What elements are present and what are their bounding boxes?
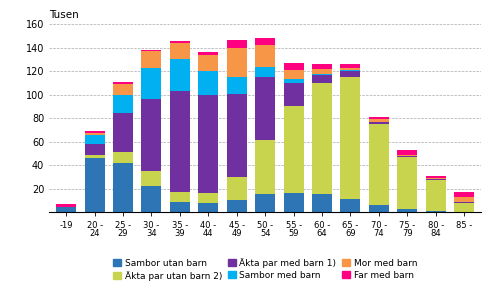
Bar	[227, 94, 246, 177]
Bar	[227, 77, 246, 94]
Bar	[426, 180, 446, 211]
Bar	[198, 193, 218, 203]
Bar	[170, 59, 190, 91]
Bar	[113, 84, 133, 95]
Bar	[312, 83, 332, 195]
Bar	[84, 135, 105, 144]
Bar	[141, 50, 162, 51]
Bar	[170, 91, 190, 192]
Bar	[284, 79, 303, 83]
Bar	[340, 199, 360, 212]
Bar	[141, 68, 162, 99]
Bar	[397, 155, 417, 156]
Bar	[84, 144, 105, 155]
Bar	[369, 119, 389, 122]
Bar	[312, 69, 332, 74]
Bar	[340, 77, 360, 199]
Bar	[141, 186, 162, 212]
Bar	[198, 95, 218, 193]
Bar	[84, 155, 105, 158]
Bar	[312, 75, 332, 83]
Bar	[397, 208, 417, 212]
Bar	[255, 38, 275, 45]
Bar	[284, 63, 303, 70]
Bar	[340, 64, 360, 68]
Bar	[397, 156, 417, 157]
Bar	[255, 45, 275, 67]
Bar	[198, 71, 218, 95]
Bar	[84, 131, 105, 133]
Bar	[141, 99, 162, 171]
Bar	[170, 201, 190, 212]
Bar	[170, 43, 190, 59]
Bar	[198, 52, 218, 55]
Bar	[170, 192, 190, 201]
Bar	[141, 171, 162, 186]
Bar	[454, 192, 474, 197]
Bar	[312, 64, 332, 69]
Bar	[426, 211, 446, 212]
Bar	[255, 77, 275, 141]
Bar	[340, 70, 360, 71]
Bar	[113, 95, 133, 113]
Bar	[84, 158, 105, 212]
Bar	[227, 200, 246, 212]
Bar	[227, 48, 246, 77]
Bar	[84, 133, 105, 135]
Bar	[369, 122, 389, 124]
Bar	[454, 203, 474, 212]
Bar	[113, 82, 133, 84]
Bar	[113, 113, 133, 152]
Bar	[170, 41, 190, 43]
Bar	[284, 83, 303, 106]
Bar	[397, 150, 417, 155]
Bar	[227, 39, 246, 48]
Bar	[426, 176, 446, 178]
Bar	[340, 68, 360, 70]
Bar	[369, 205, 389, 212]
Bar	[198, 55, 218, 71]
Bar	[56, 204, 76, 208]
Bar	[227, 177, 246, 200]
Bar	[255, 195, 275, 212]
Bar	[426, 179, 446, 180]
Bar	[369, 117, 389, 119]
Bar	[454, 201, 474, 203]
Bar	[312, 195, 332, 212]
Bar	[141, 51, 162, 68]
Bar	[255, 67, 275, 77]
Bar	[426, 178, 446, 179]
Bar	[397, 157, 417, 208]
Bar	[198, 203, 218, 212]
Bar	[255, 141, 275, 195]
Bar	[284, 106, 303, 193]
Text: Tusen: Tusen	[49, 11, 79, 21]
Bar	[113, 152, 133, 163]
Bar	[56, 208, 76, 212]
Bar	[340, 71, 360, 77]
Bar	[454, 197, 474, 201]
Legend: Sambor utan barn, Äkta par utan barn 2), Äkta par med barn 1), Sambor med barn, : Sambor utan barn, Äkta par utan barn 2),…	[113, 258, 417, 281]
Bar	[284, 193, 303, 212]
Bar	[312, 74, 332, 75]
Bar	[369, 124, 389, 205]
Bar	[113, 163, 133, 212]
Bar	[284, 70, 303, 79]
